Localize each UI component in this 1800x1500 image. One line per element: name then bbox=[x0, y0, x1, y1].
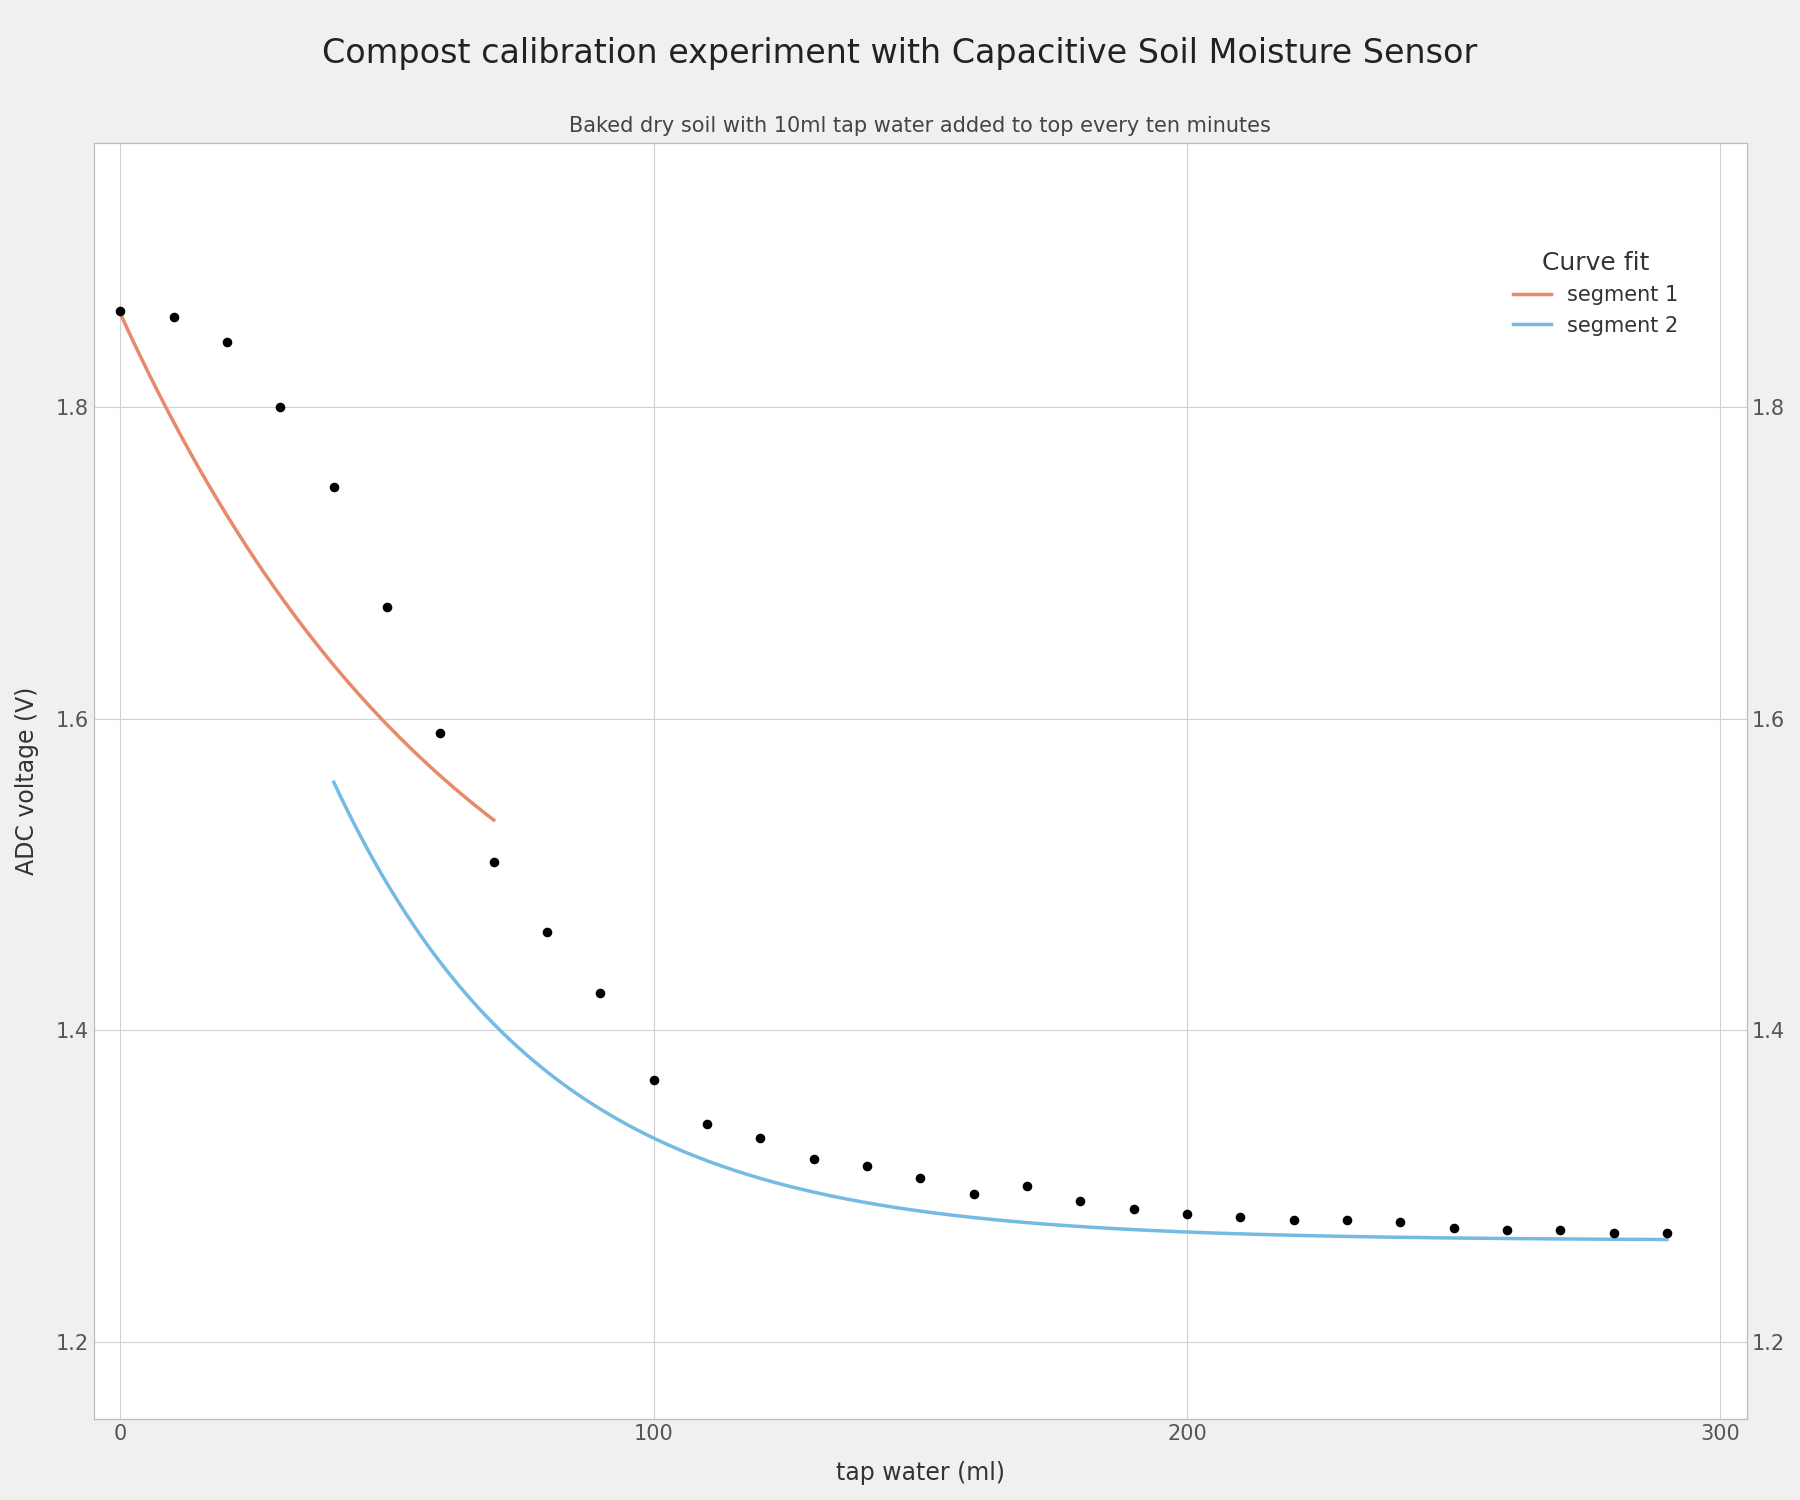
Point bbox=[1546, 1218, 1575, 1242]
segment 1 bbox=[286, 610, 308, 628]
segment 2 bbox=[322, 772, 344, 790]
Line: segment 2: segment 2 bbox=[333, 782, 1667, 1239]
Point bbox=[693, 1112, 722, 1136]
Point bbox=[853, 1154, 882, 1178]
Point bbox=[905, 1166, 934, 1190]
segment 2 bbox=[1624, 1230, 1645, 1248]
Point bbox=[745, 1125, 774, 1149]
Point bbox=[212, 330, 241, 354]
Point bbox=[1332, 1208, 1361, 1231]
segment 1 bbox=[290, 614, 311, 632]
Title: Baked dry soil with 10ml tap water added to top every ten minutes: Baked dry soil with 10ml tap water added… bbox=[569, 116, 1271, 135]
segment 2 bbox=[1116, 1221, 1138, 1239]
Point bbox=[1386, 1209, 1415, 1233]
Point bbox=[1492, 1218, 1521, 1242]
Point bbox=[1172, 1202, 1201, 1225]
Point bbox=[160, 304, 189, 328]
segment 1 bbox=[311, 642, 333, 660]
segment 2 bbox=[956, 1208, 977, 1225]
Point bbox=[319, 474, 347, 498]
Y-axis label: ADC voltage (V): ADC voltage (V) bbox=[14, 687, 40, 874]
segment 1 bbox=[416, 754, 437, 772]
segment 2 bbox=[965, 1209, 986, 1227]
Line: segment 1: segment 1 bbox=[121, 314, 493, 821]
Point bbox=[587, 981, 616, 1005]
Point bbox=[479, 850, 508, 874]
segment 2 bbox=[1044, 1216, 1066, 1234]
Legend: segment 1, segment 2: segment 1, segment 2 bbox=[1505, 243, 1687, 344]
Point bbox=[1120, 1197, 1148, 1221]
Point bbox=[266, 396, 295, 420]
Point bbox=[1598, 1221, 1627, 1245]
Point bbox=[1066, 1190, 1094, 1214]
Point bbox=[106, 298, 135, 322]
segment 1 bbox=[110, 304, 131, 322]
segment 1 bbox=[331, 666, 353, 684]
Text: Compost calibration experiment with Capacitive Soil Moisture Sensor: Compost calibration experiment with Capa… bbox=[322, 38, 1478, 70]
Point bbox=[799, 1148, 828, 1172]
segment 2 bbox=[1656, 1230, 1678, 1248]
Point bbox=[1226, 1204, 1255, 1228]
Point bbox=[1440, 1216, 1469, 1240]
segment 1 bbox=[482, 812, 504, 830]
Point bbox=[959, 1182, 988, 1206]
segment 1 bbox=[473, 804, 495, 822]
X-axis label: tap water (ml): tap water (ml) bbox=[835, 1461, 1004, 1485]
Point bbox=[533, 920, 562, 944]
Point bbox=[427, 722, 455, 746]
Point bbox=[639, 1068, 668, 1092]
Point bbox=[1280, 1208, 1309, 1231]
Point bbox=[1013, 1174, 1042, 1198]
Point bbox=[373, 594, 401, 618]
segment 2 bbox=[1415, 1228, 1436, 1246]
Point bbox=[1652, 1221, 1681, 1245]
